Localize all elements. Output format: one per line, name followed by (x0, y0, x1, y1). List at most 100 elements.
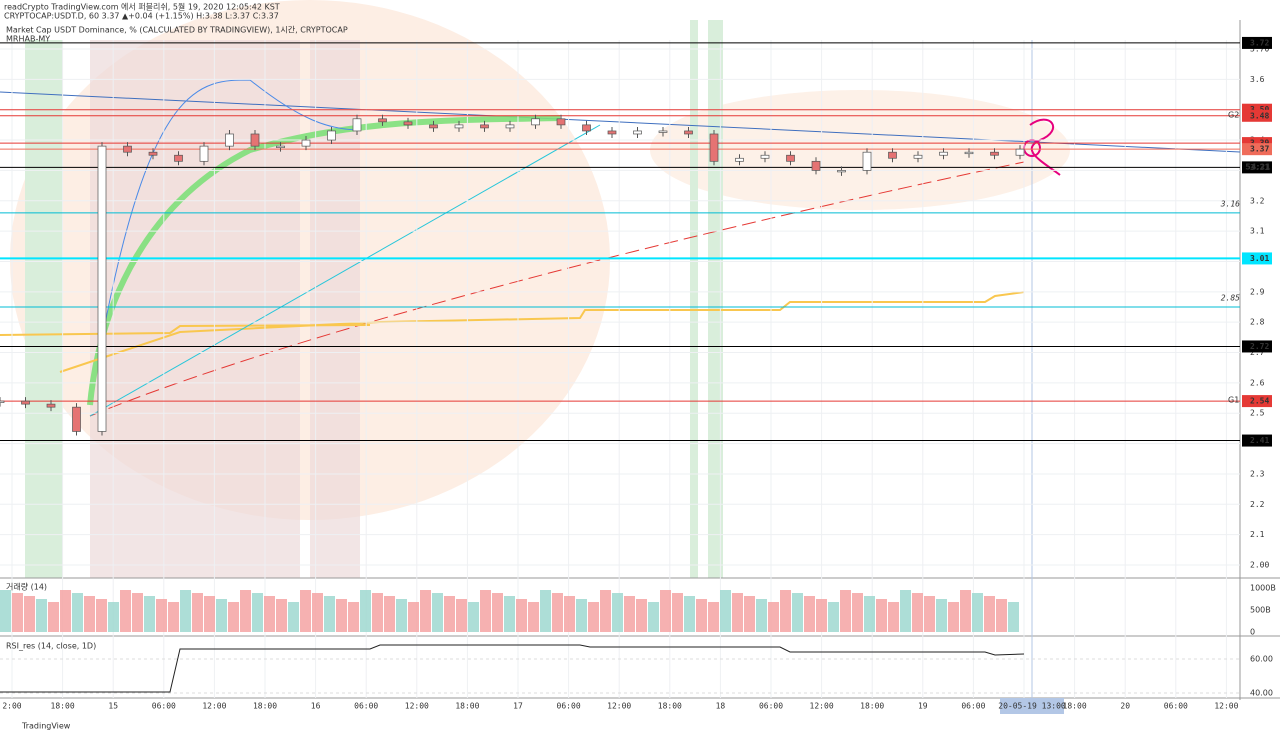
volume-bar (204, 596, 215, 632)
volume-bar (60, 590, 71, 632)
volume-bar (552, 593, 563, 632)
volume-bar (108, 602, 119, 632)
y-tick-label: 2.9 (1250, 287, 1265, 296)
candle (760, 154, 770, 159)
candle (174, 154, 183, 162)
volume-bar (192, 593, 203, 632)
volume-bar (648, 602, 659, 632)
candle (531, 118, 540, 126)
level-label-box (1242, 252, 1272, 265)
volume-bar (240, 590, 251, 632)
volume-bar (168, 602, 179, 632)
candle (684, 130, 693, 135)
volume-bar (948, 602, 959, 632)
volume-bar (1008, 602, 1019, 632)
volume-bar (768, 602, 779, 632)
volume-bar (576, 599, 587, 632)
candle (21, 400, 30, 405)
volume-bar (48, 602, 59, 632)
x-tick-label: 06:00 (1164, 702, 1188, 711)
volume-bar (12, 593, 23, 632)
volume-bar (468, 602, 479, 632)
x-tick-label: 18:00 (860, 702, 884, 711)
candle (97, 145, 107, 432)
volume-bar (216, 599, 227, 632)
volume-bar (732, 593, 743, 632)
volume-bar (156, 599, 167, 632)
x-tick-label: 18 (716, 702, 726, 711)
level-label-box (1242, 36, 1272, 49)
x-tick-label: 12:00 (202, 702, 226, 711)
candle (46, 403, 56, 408)
volume-bar (708, 602, 719, 632)
volume-bar (360, 590, 371, 632)
volume-tick-label: 500B (1250, 606, 1271, 615)
x-tick-label: 12:00 (607, 702, 631, 711)
volume-bar (252, 593, 263, 632)
candle (1015, 148, 1025, 156)
x-tick-label: 18:00 (51, 702, 75, 711)
mark-g1: G1 (1228, 396, 1239, 405)
x-tick-label: 16 (311, 702, 321, 711)
x-tick-label: 06:00 (961, 702, 985, 711)
volume-bar (180, 590, 191, 632)
volume-bar (564, 596, 575, 632)
x-tick-label: 06:00 (557, 702, 581, 711)
volume-bar (96, 599, 107, 632)
candle (837, 170, 846, 173)
y-tick-label: 2.7 (1250, 348, 1265, 357)
level-label: 3.48 (1250, 111, 1269, 120)
volume-bar (420, 590, 431, 632)
time-highlight (1000, 698, 1064, 714)
volume-bar (684, 596, 695, 632)
volume-bar (600, 590, 611, 632)
volume-bar (504, 596, 515, 632)
candle (123, 145, 132, 153)
volume-bar (840, 590, 851, 632)
candle (990, 151, 999, 156)
level-label: 3.39 (1250, 139, 1269, 148)
level-label: 3.01 (1250, 254, 1269, 263)
candle (913, 154, 923, 159)
candle (250, 133, 260, 147)
candle (862, 151, 872, 171)
publish-info: readCrypto TradingView.com 에서 퍼블리쉬, 5월 1… (4, 2, 280, 12)
volume-bar (636, 599, 647, 632)
volume-bar (528, 602, 539, 632)
volume-tick-label: 0 (1250, 628, 1255, 637)
y-tick-label: 2.8 (1250, 318, 1265, 327)
candle (301, 139, 311, 147)
candle (72, 406, 81, 432)
x-tick-label: 06:00 (152, 702, 176, 711)
volume-bar (588, 602, 599, 632)
candle (607, 130, 617, 135)
volume-bar (480, 590, 491, 632)
mark-g2: G2 (1228, 111, 1239, 120)
candle (378, 118, 387, 123)
level-label: 2.72 (1250, 342, 1269, 351)
candle (709, 133, 719, 162)
y-tick-label: 2.2 (1250, 500, 1265, 509)
volume-bar (672, 593, 683, 632)
volume-bar (960, 590, 971, 632)
level-label-box (1242, 395, 1272, 408)
x-tick-label: 18:00 (658, 702, 682, 711)
volume-tick-label: 1000B (1250, 584, 1276, 593)
volume-bar (828, 602, 839, 632)
candle (429, 124, 438, 129)
y-tick-label: 3.6 (1250, 75, 1265, 84)
x-tick-label: 2:00 (2, 702, 21, 711)
x-tick-label: 06:00 (759, 702, 783, 711)
volume-bar (492, 593, 503, 632)
x-tick-label: 19 (918, 702, 928, 711)
x-tick-label: 18:00 (1063, 702, 1087, 711)
level-label: 2.54 (1250, 397, 1269, 406)
candle (964, 151, 974, 155)
x-tick-label: 12:00 (1214, 702, 1238, 711)
volume-bar (444, 596, 455, 632)
candle (786, 154, 795, 162)
volume-bar (624, 596, 635, 632)
volume-bar (300, 590, 311, 632)
volume-bar (456, 599, 467, 632)
x-tick-label: 20 (1120, 702, 1130, 711)
